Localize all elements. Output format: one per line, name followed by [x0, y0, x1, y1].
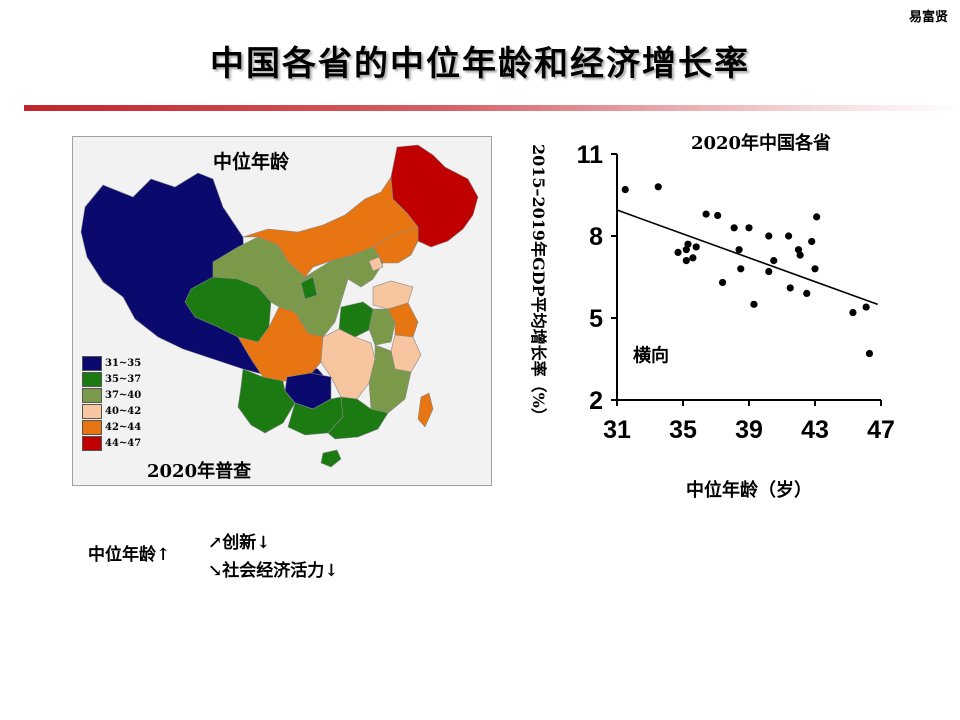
x-axis-label: 中位年龄（岁） — [686, 479, 812, 501]
legend-label: 35~37 — [105, 373, 142, 385]
region-zhejiang — [390, 334, 422, 373]
legend-swatch — [82, 371, 102, 387]
map-svg — [80, 144, 479, 468]
map-title: 中位年龄 — [213, 151, 290, 173]
x-tick-label: 31 — [603, 416, 631, 444]
y-tick-label: 2 — [589, 387, 603, 415]
data-point — [684, 240, 692, 248]
region-taiwan — [417, 392, 434, 428]
legend-item: 40~42 — [82, 403, 141, 419]
region-northeast — [390, 144, 479, 248]
y-axis-label: 2015–2019年GDP平均增长率（%） — [529, 144, 548, 424]
trend-line — [616, 209, 878, 306]
region-yunnan — [237, 368, 296, 434]
data-point — [730, 224, 738, 232]
region-guangdong — [327, 396, 389, 440]
data-point — [813, 213, 821, 221]
x-tick-label: 43 — [801, 416, 829, 444]
title-divider — [24, 105, 960, 111]
data-point — [689, 254, 697, 262]
legend-item: 44~47 — [82, 435, 141, 451]
data-point — [811, 265, 819, 273]
region-shanxi-shaanxi — [294, 254, 354, 338]
legend-swatch — [82, 355, 102, 371]
note-innovation: ↗创新↓ — [208, 533, 271, 553]
data-point — [785, 232, 793, 240]
x-tick-label: 47 — [867, 416, 895, 444]
data-point — [750, 300, 758, 308]
legend-swatch — [82, 387, 102, 403]
x-tick-label: 39 — [735, 416, 763, 444]
data-point — [770, 257, 778, 265]
legend-item: 42~44 — [82, 419, 141, 435]
legend-swatch — [82, 419, 102, 435]
legend-item: 37~40 — [82, 387, 141, 403]
region-hainan — [320, 449, 342, 468]
y-tick-label: 11 — [577, 141, 604, 169]
data-point — [692, 243, 700, 251]
data-point — [803, 289, 811, 297]
data-point — [765, 232, 773, 240]
data-point — [808, 237, 816, 246]
legend-label: 42~44 — [105, 421, 142, 433]
author-name: 易富贤 — [908, 10, 948, 25]
legend-item: 31~35 — [82, 355, 141, 371]
note-vitality: ↘社会经济活力↓ — [208, 561, 339, 581]
china-median-age-map: 中位年龄 31~35 35~37 37~40 40~42 42~44 44~47 2020… — [72, 136, 492, 486]
data-point — [865, 349, 874, 358]
y-tick-label: 8 — [589, 223, 603, 251]
legend-label: 40~42 — [105, 405, 142, 417]
data-point — [654, 183, 662, 191]
data-point — [794, 246, 803, 254]
data-point — [714, 211, 722, 220]
data-point — [796, 251, 804, 259]
y-tick-label: 5 — [589, 305, 603, 333]
data-point — [862, 303, 870, 311]
map-legend: 31~35 35~37 37~40 40~42 42~44 44~47 — [82, 355, 141, 451]
legend-label: 31~35 — [105, 357, 142, 369]
region-jiangxi-fujian — [368, 344, 412, 414]
data-point — [674, 248, 682, 256]
data-point — [745, 224, 753, 232]
region-liaoning — [372, 226, 419, 264]
data-point — [737, 265, 745, 273]
region-ningxia — [300, 276, 318, 300]
legend-swatch — [82, 435, 102, 451]
legend-item: 35~37 — [82, 371, 141, 387]
data-point — [849, 308, 857, 317]
data-point — [765, 267, 773, 276]
data-point — [786, 284, 794, 292]
data-point — [719, 278, 727, 287]
x-tick-label: 35 — [669, 416, 697, 444]
data-point — [682, 257, 690, 265]
chart-title: 2020年中国各省 — [691, 132, 831, 154]
legend-label: 37~40 — [105, 389, 142, 401]
legend-label: 44~47 — [105, 437, 142, 449]
legend-swatch — [82, 403, 102, 419]
slide-title: 中国各省的中位年龄和经济增长率 — [210, 44, 750, 84]
data-point — [702, 210, 710, 218]
note-median-age: 中位年龄↑ — [88, 545, 171, 565]
data-point — [621, 185, 629, 194]
region-beijing — [368, 256, 384, 272]
data-point — [735, 246, 743, 254]
map-caption: 2020年普查 — [147, 461, 252, 482]
data-point — [682, 246, 690, 254]
chart-annotation: 横向 — [633, 345, 669, 367]
